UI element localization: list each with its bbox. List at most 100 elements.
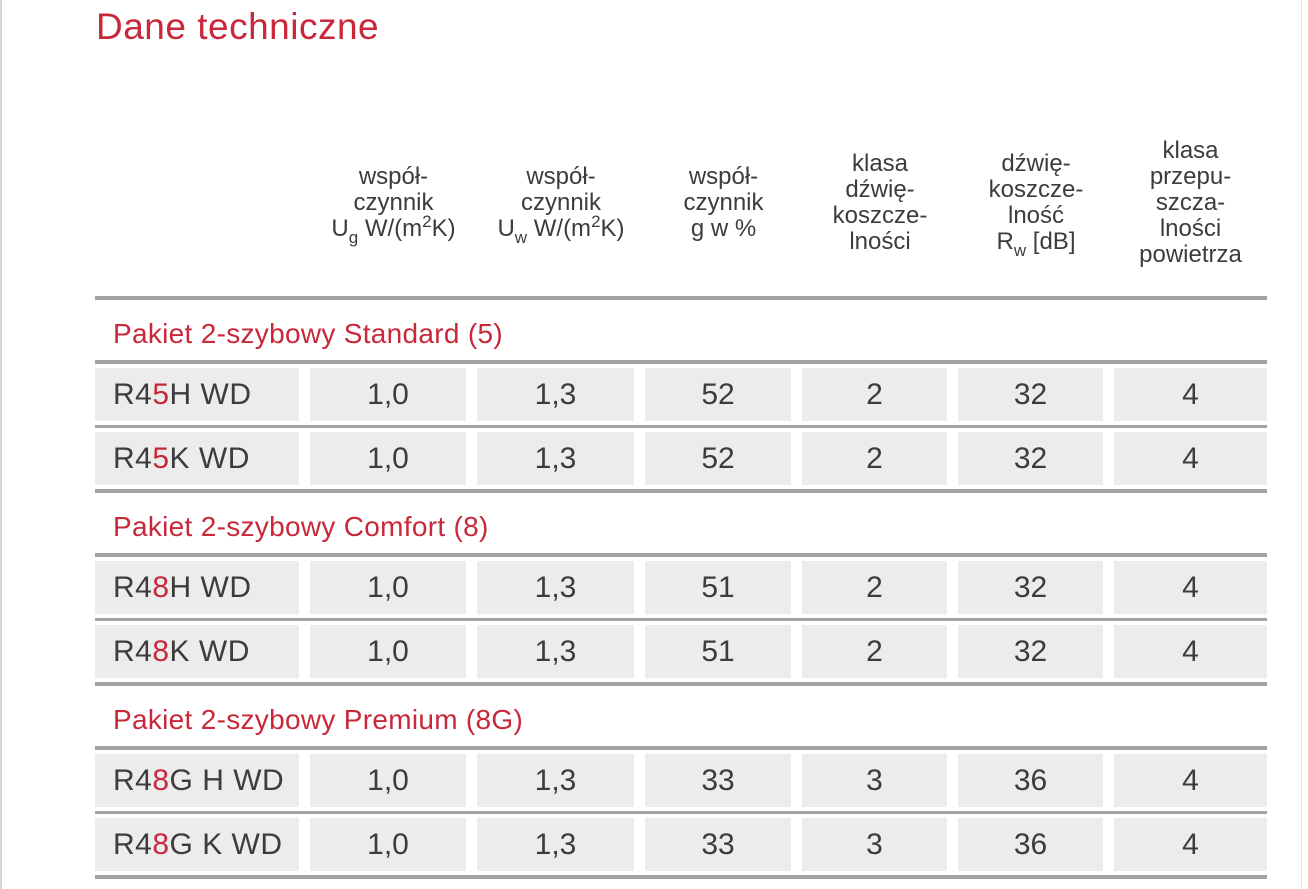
header-superscript: 2 — [422, 212, 432, 231]
table-row: R4 8 G K WD 1,0 1,3 33 3 36 4 — [95, 814, 1267, 879]
header-text: K) — [431, 215, 456, 242]
value-uw: 1,3 — [477, 368, 634, 421]
value-sound-class: 3 — [802, 754, 947, 807]
value-g: 33 — [645, 754, 791, 807]
product-code-accent: 5 — [152, 377, 170, 411]
header-text: lności — [849, 228, 911, 255]
value-sound-class: 2 — [802, 625, 947, 678]
value-ug: 1,0 — [310, 561, 466, 614]
product-code-prefix: R4 — [113, 763, 153, 797]
header-subscript: w — [514, 228, 528, 247]
value-rw: 32 — [958, 368, 1103, 421]
value-g: 33 — [645, 818, 791, 871]
product-code-suffix: H WD — [169, 570, 252, 604]
value-rw: 32 — [958, 432, 1103, 485]
product-code-suffix: H WD — [169, 377, 252, 411]
value-ug: 1,0 — [310, 432, 466, 485]
product-code-suffix: G H WD — [169, 763, 285, 797]
header-text: lności — [1159, 215, 1222, 242]
product-code-suffix: G K WD — [169, 827, 283, 861]
value-ug: 1,0 — [310, 625, 466, 678]
table-row: R4 5 K WD 1,0 1,3 52 2 32 4 — [95, 428, 1267, 493]
value-air-class: 4 — [1114, 368, 1267, 421]
header-text: czynnik — [353, 189, 434, 216]
product-name: R4 8 G K WD — [95, 818, 299, 871]
product-code-accent: 8 — [152, 570, 170, 604]
header-text: koszcze- — [988, 176, 1084, 203]
page-title: Dane techniczne — [96, 6, 380, 47]
value-rw: 36 — [958, 754, 1103, 807]
header-unit-line: Rw [dB] — [996, 228, 1076, 260]
header-uw: współ- czynnik Uw W/(m2K) — [477, 110, 645, 296]
table-row: R4 8 G H WD 1,0 1,3 33 3 36 4 — [95, 750, 1267, 814]
value-uw: 1,3 — [477, 561, 634, 614]
table-row: R4 8 H WD 1,0 1,3 51 2 32 4 — [95, 557, 1267, 621]
value-uw: 1,3 — [477, 754, 634, 807]
product-code-prefix: R4 — [113, 441, 153, 475]
value-g: 52 — [645, 432, 791, 485]
header-sound-class: klasa dźwię- koszcze- lności — [802, 110, 958, 296]
table-row: R4 8 K WD 1,0 1,3 51 2 32 4 — [95, 621, 1267, 686]
product-name: R4 5 H WD — [95, 368, 299, 421]
product-name: R4 5 K WD — [95, 432, 299, 485]
value-sound-class: 2 — [802, 561, 947, 614]
header-text: współ- — [358, 163, 429, 190]
header-text: powietrza — [1139, 241, 1242, 268]
value-uw: 1,3 — [477, 625, 634, 678]
group-title-premium: Pakiet 2-szybowy Premium (8G) — [95, 686, 1267, 750]
product-code-accent: 8 — [152, 827, 170, 861]
product-code-suffix: K WD — [169, 634, 250, 668]
product-code-accent: 8 — [152, 763, 170, 797]
header-text: U — [331, 215, 349, 242]
header-subscript: w — [1013, 241, 1027, 260]
header-text: klasa — [1162, 137, 1219, 164]
value-sound-class: 2 — [802, 432, 947, 485]
header-text: g w % — [690, 215, 757, 242]
product-code-prefix: R4 — [113, 570, 153, 604]
product-code-prefix: R4 — [113, 377, 153, 411]
header-text: dźwię- — [845, 176, 915, 203]
header-g: współ- czynnik g w % — [645, 110, 802, 296]
product-code-accent: 8 — [152, 634, 170, 668]
header-text: szcza- — [1155, 189, 1226, 216]
header-rw: dźwię- koszcze- lność Rw [dB] — [958, 110, 1114, 296]
value-sound-class: 3 — [802, 818, 947, 871]
header-unit-line: Ug W/(m2K) — [331, 213, 456, 246]
value-air-class: 4 — [1114, 625, 1267, 678]
header-text: lność — [1007, 202, 1065, 229]
right-page-border — [1301, 0, 1302, 889]
header-subscript: g — [348, 228, 359, 247]
table-row: R4 5 H WD 1,0 1,3 52 2 32 4 — [95, 364, 1267, 428]
header-unit-line: Uw W/(m2K) — [497, 213, 625, 246]
value-air-class: 4 — [1114, 561, 1267, 614]
header-text: koszcze- — [832, 202, 928, 229]
value-air-class: 4 — [1114, 818, 1267, 871]
header-text: W/(m — [527, 215, 592, 242]
value-rw: 32 — [958, 625, 1103, 678]
value-ug: 1,0 — [310, 368, 466, 421]
value-rw: 36 — [958, 818, 1103, 871]
header-text: W/(m — [358, 215, 423, 242]
header-text: R — [996, 228, 1014, 255]
header-text: czynnik — [683, 189, 764, 216]
value-g: 51 — [645, 561, 791, 614]
technical-data-table: współ- czynnik Ug W/(m2K) współ- czynnik… — [95, 110, 1267, 879]
header-text: dźwię- — [1001, 150, 1071, 177]
product-name: R4 8 H WD — [95, 561, 299, 614]
header-text: współ- — [688, 163, 759, 190]
group-title-standard: Pakiet 2-szybowy Standard (5) — [95, 300, 1267, 364]
product-code-prefix: R4 — [113, 827, 153, 861]
header-air-class: klasa przepu- szcza- lności powietrza — [1114, 110, 1267, 296]
header-ug: współ- czynnik Ug W/(m2K) — [310, 110, 477, 296]
value-uw: 1,3 — [477, 818, 634, 871]
left-page-border — [0, 0, 2, 889]
header-text: [dB] — [1026, 228, 1076, 255]
header-text: czynnik — [520, 189, 602, 216]
product-name: R4 8 G H WD — [95, 754, 299, 807]
table-header: współ- czynnik Ug W/(m2K) współ- czynnik… — [95, 110, 1267, 300]
header-text: U — [497, 215, 515, 242]
group-title-comfort: Pakiet 2-szybowy Comfort (8) — [95, 493, 1267, 557]
product-code-suffix: K WD — [169, 441, 250, 475]
header-text: K) — [600, 215, 625, 242]
header-text: klasa — [851, 150, 909, 177]
